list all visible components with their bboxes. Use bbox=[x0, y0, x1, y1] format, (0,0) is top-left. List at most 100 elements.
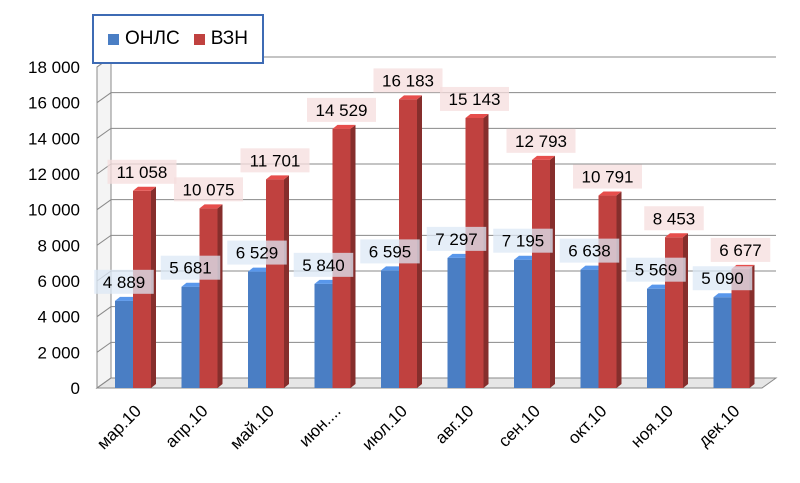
data-label-onls: 5 681 bbox=[169, 259, 212, 278]
plot-side-wall bbox=[96, 56, 112, 389]
bar-vzn bbox=[731, 268, 750, 388]
bar-onls-top bbox=[713, 293, 737, 298]
x-tick-label: дек.10 bbox=[694, 401, 743, 450]
bar-onls-top bbox=[248, 267, 271, 272]
data-label-onls: 4 889 bbox=[103, 273, 146, 292]
data-label-bg-onls bbox=[227, 240, 287, 265]
data-label-bg-vzn bbox=[240, 148, 310, 173]
bar-onls-top bbox=[181, 282, 205, 287]
data-label-bg-vzn bbox=[373, 68, 443, 93]
bar-vzn-top bbox=[665, 233, 688, 238]
bar-vzn-top bbox=[133, 186, 156, 191]
data-label-bg-vzn bbox=[174, 177, 243, 202]
y-tick-label: 2 000 bbox=[37, 343, 80, 362]
bar-onls-top bbox=[115, 296, 138, 301]
bar-vzn-top bbox=[266, 175, 289, 180]
bar-vzn bbox=[266, 179, 284, 388]
bar-onls bbox=[713, 297, 732, 388]
y-tick-label: 8 000 bbox=[37, 236, 80, 255]
gridline bbox=[96, 92, 776, 104]
legend: ОНЛС ВЗН bbox=[92, 14, 264, 64]
bar-onls-top bbox=[514, 255, 537, 260]
bar-onls bbox=[314, 283, 333, 388]
bar-onls-top bbox=[580, 265, 604, 270]
data-label-bg-vzn bbox=[644, 206, 704, 231]
x-tick-label: авг.10 bbox=[431, 401, 477, 447]
data-label-onls: 6 529 bbox=[236, 244, 279, 263]
bar-vzn-side bbox=[683, 233, 688, 388]
data-label-bg-vzn bbox=[573, 164, 642, 189]
legend-item-vzn: ВЗН bbox=[193, 28, 248, 50]
data-label-vzn: 11 058 bbox=[117, 163, 168, 182]
bar-onls bbox=[115, 300, 133, 388]
data-label-bg-onls bbox=[426, 226, 487, 251]
gridline bbox=[96, 127, 776, 139]
data-label-vzn: 15 143 bbox=[449, 90, 501, 109]
bar-onls-top bbox=[447, 253, 471, 258]
x-tick-label: май.10 bbox=[226, 401, 278, 453]
bar-vzn-side bbox=[749, 264, 755, 388]
x-tick-label: мар.10 bbox=[93, 401, 145, 453]
bar-onls bbox=[248, 271, 266, 388]
bar-onls bbox=[181, 286, 200, 388]
x-tick-label: ноя.10 bbox=[627, 401, 677, 451]
data-label-bg-onls bbox=[293, 252, 354, 277]
legend-swatch-onls bbox=[108, 33, 120, 45]
bar-vzn bbox=[465, 117, 484, 389]
bar-onls-top bbox=[314, 279, 338, 284]
x-tick-label: окт.10 bbox=[564, 401, 610, 447]
bar-vzn-side bbox=[483, 113, 489, 389]
data-label-bg-vzn bbox=[506, 128, 576, 153]
data-label-bg-onls bbox=[160, 255, 221, 280]
data-label-bg-onls bbox=[559, 238, 620, 263]
bar-onls bbox=[514, 259, 532, 388]
data-label-onls: 5 840 bbox=[302, 256, 345, 275]
data-label-vzn: 6 677 bbox=[719, 241, 762, 260]
data-label-vzn: 8 453 bbox=[653, 209, 696, 228]
bar-vzn-side bbox=[284, 175, 289, 388]
data-label-onls: 6 595 bbox=[369, 242, 412, 261]
bar-vzn-top bbox=[598, 191, 622, 196]
data-label-bg-vzn bbox=[710, 237, 771, 262]
x-tick-label: сен.10 bbox=[495, 401, 544, 450]
bar-vzn-top bbox=[399, 95, 422, 100]
bar-vzn-top bbox=[532, 155, 555, 160]
data-label-bg-onls bbox=[493, 228, 553, 253]
y-tick-label: 0 bbox=[71, 379, 80, 398]
legend-label-onls: ОНЛС bbox=[125, 28, 180, 49]
y-tick-label: 6 000 bbox=[37, 272, 80, 291]
bar-vzn-side bbox=[550, 155, 555, 388]
x-tick-label: апр.10 bbox=[162, 401, 212, 451]
data-label-vzn: 12 793 bbox=[515, 132, 567, 151]
legend-swatch-vzn bbox=[193, 33, 205, 45]
bar-onls-top bbox=[647, 284, 670, 289]
data-label-bg-vzn bbox=[440, 86, 509, 111]
bar-vzn-side bbox=[616, 191, 622, 388]
data-label-vzn: 16 183 bbox=[382, 71, 434, 90]
bar-onls bbox=[647, 288, 665, 388]
data-label-bg-onls bbox=[94, 269, 154, 294]
bar-vzn-top bbox=[332, 124, 356, 129]
bar-onls bbox=[447, 257, 466, 388]
legend-label-vzn: ВЗН bbox=[210, 28, 248, 49]
y-tick-label: 12 000 bbox=[28, 165, 80, 184]
x-tick-label: июл.10 bbox=[358, 401, 411, 454]
bar-vzn-top bbox=[199, 204, 223, 209]
data-label-bg-vzn bbox=[107, 159, 177, 184]
data-label-onls: 5 090 bbox=[701, 269, 744, 288]
legend-item-onls: ОНЛС bbox=[108, 28, 180, 50]
data-label-onls: 5 569 bbox=[635, 261, 678, 280]
data-label-onls: 7 195 bbox=[502, 232, 545, 251]
data-label-vzn: 10 075 bbox=[183, 180, 235, 199]
bar-onls bbox=[580, 269, 599, 388]
data-label-bg-onls bbox=[360, 239, 420, 264]
bar-onls-top bbox=[381, 266, 404, 271]
y-tick-label: 16 000 bbox=[28, 94, 80, 113]
y-tick-label: 14 000 bbox=[28, 129, 80, 148]
data-label-bg-onls bbox=[626, 257, 686, 282]
y-tick-label: 18 000 bbox=[28, 58, 80, 77]
data-label-bg-onls bbox=[692, 266, 753, 291]
data-label-vzn: 10 791 bbox=[582, 168, 634, 187]
y-tick-label: 4 000 bbox=[37, 308, 80, 327]
